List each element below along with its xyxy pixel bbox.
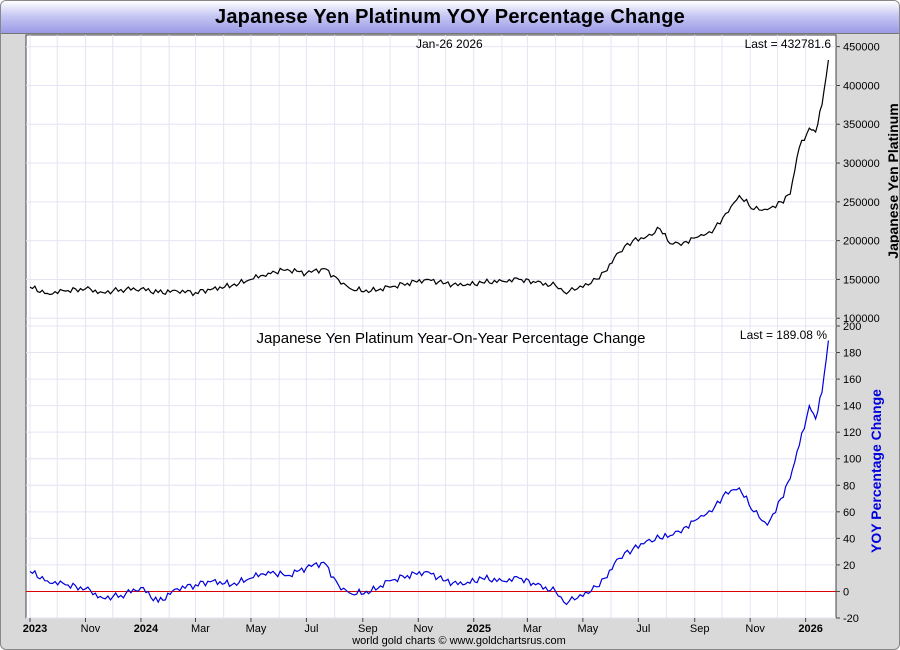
x-tick-label: Nov xyxy=(413,623,433,635)
yoy-series-line xyxy=(29,340,829,606)
yoy-y-tick-label: -20 xyxy=(843,613,859,625)
footer-credit: world gold charts © www.goldchartsrus.co… xyxy=(351,635,566,647)
x-tick-label: Mar xyxy=(191,623,210,635)
x-tick-label: Sep xyxy=(690,623,710,635)
x-tick-label: 2025 xyxy=(466,623,490,635)
yoy-y-tick-label: 120 xyxy=(843,427,861,439)
x-tick-label: 2023 xyxy=(23,623,47,635)
yoy-grid xyxy=(26,325,836,619)
x-tick-label: Nov xyxy=(745,623,765,635)
price-y-tick-label: 350000 xyxy=(843,119,880,131)
x-axis: 2023 Nov 2024 Mar May Jul Sep Nov 2025 Mar May Jul S… xyxy=(23,618,823,635)
x-tick-label: 2026 xyxy=(798,623,822,635)
price-y-tick-label: 450000 xyxy=(843,42,880,54)
x-tick-label: May xyxy=(246,623,267,635)
price-y-tick-label: 100000 xyxy=(843,313,880,325)
yoy-last-label: Last = 189.08 % xyxy=(740,328,827,342)
x-tick-label: Nov xyxy=(81,623,101,635)
title-bar: Japanese Yen Platinum YOY Percentage Cha… xyxy=(1,1,899,34)
yoy-y-tick-label: 140 xyxy=(843,401,861,413)
yoy-y-tick-label: 40 xyxy=(843,533,855,545)
price-y-axis: 450000 400000 350000 300000 250000 200000 1500… xyxy=(836,42,880,325)
yoy-y-tick-label: 80 xyxy=(843,480,855,492)
yoy-y-tick-label: 200 xyxy=(843,321,861,333)
price-y-tick-label: 250000 xyxy=(843,197,880,209)
price-y-tick-label: 200000 xyxy=(843,236,880,248)
price-y-tick-label: 150000 xyxy=(843,274,880,286)
yoy-y-tick-label: 100 xyxy=(843,454,861,466)
yoy-plot-area xyxy=(25,325,837,619)
yoy-chart-title: Japanese Yen Platinum Year-On-Year Perce… xyxy=(257,330,646,347)
price-y-tick-label: 300000 xyxy=(843,158,880,170)
price-last-label: Last = 432781.6 xyxy=(745,37,832,51)
x-tick-label: Mar xyxy=(523,623,542,635)
price-y-axis-label: Japanese Yen Platinum xyxy=(885,103,899,258)
x-tick-label: May xyxy=(577,623,598,635)
price-y-tick-label: 400000 xyxy=(843,80,880,92)
yoy-y-tick-label: 20 xyxy=(843,560,855,572)
price-date-label: Jan-26 2026 xyxy=(416,37,483,51)
price-series-line xyxy=(29,59,829,297)
yoy-y-tick-label: 180 xyxy=(843,348,861,360)
price-plot-area xyxy=(25,34,837,327)
page-title: Japanese Yen Platinum YOY Percentage Cha… xyxy=(215,6,685,28)
yoy-y-tick-label: 160 xyxy=(843,374,861,386)
x-tick-label: Sep xyxy=(358,623,378,635)
x-tick-label: 2024 xyxy=(134,623,159,635)
x-tick-label: Jul xyxy=(636,623,650,635)
yoy-y-axis-label: YOY Percentage Change xyxy=(868,389,884,553)
yoy-y-tick-label: 0 xyxy=(843,586,849,598)
x-tick-label: Jul xyxy=(304,623,318,635)
price-grid xyxy=(26,35,836,326)
yoy-y-tick-label: 60 xyxy=(843,507,855,519)
